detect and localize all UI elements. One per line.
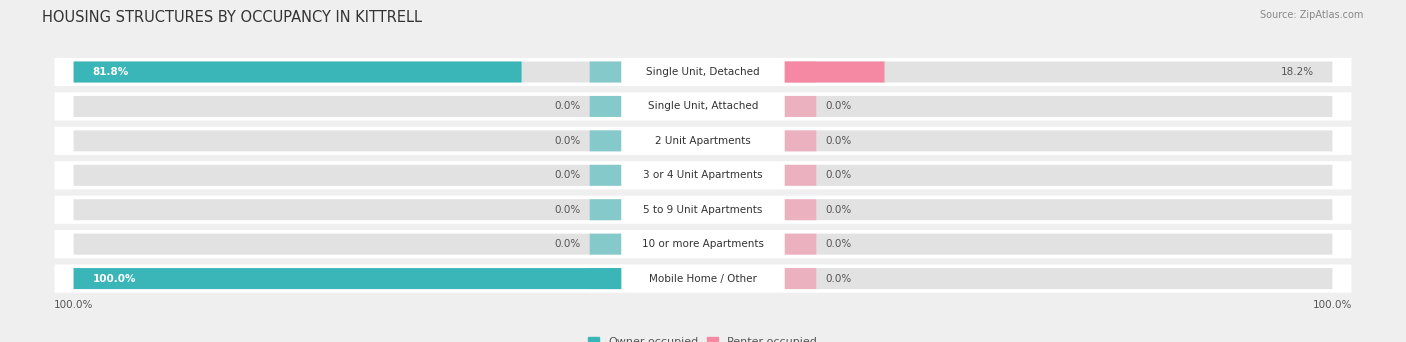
FancyBboxPatch shape <box>785 199 1333 220</box>
Text: 0.0%: 0.0% <box>825 170 852 180</box>
FancyBboxPatch shape <box>589 268 621 289</box>
Text: 10 or more Apartments: 10 or more Apartments <box>643 239 763 249</box>
Text: 100.0%: 100.0% <box>1313 300 1353 310</box>
FancyBboxPatch shape <box>785 234 817 255</box>
FancyBboxPatch shape <box>589 130 621 152</box>
FancyBboxPatch shape <box>785 62 817 82</box>
Text: 81.8%: 81.8% <box>93 67 129 77</box>
FancyBboxPatch shape <box>73 234 621 255</box>
Text: 0.0%: 0.0% <box>825 205 852 215</box>
Text: Single Unit, Detached: Single Unit, Detached <box>647 67 759 77</box>
Text: 0.0%: 0.0% <box>554 136 581 146</box>
Text: 100.0%: 100.0% <box>93 274 136 284</box>
Text: 3 or 4 Unit Apartments: 3 or 4 Unit Apartments <box>643 170 763 180</box>
FancyBboxPatch shape <box>55 230 1351 258</box>
Text: 5 to 9 Unit Apartments: 5 to 9 Unit Apartments <box>644 205 762 215</box>
FancyBboxPatch shape <box>785 96 1333 117</box>
Text: HOUSING STRUCTURES BY OCCUPANCY IN KITTRELL: HOUSING STRUCTURES BY OCCUPANCY IN KITTR… <box>42 10 422 25</box>
FancyBboxPatch shape <box>785 96 817 117</box>
FancyBboxPatch shape <box>55 58 1351 86</box>
FancyBboxPatch shape <box>73 96 621 117</box>
FancyBboxPatch shape <box>73 130 621 152</box>
Text: Single Unit, Attached: Single Unit, Attached <box>648 102 758 111</box>
FancyBboxPatch shape <box>73 165 621 186</box>
FancyBboxPatch shape <box>785 199 817 220</box>
FancyBboxPatch shape <box>55 92 1351 120</box>
Text: 0.0%: 0.0% <box>554 170 581 180</box>
Legend: Owner-occupied, Renter-occupied: Owner-occupied, Renter-occupied <box>588 337 818 342</box>
FancyBboxPatch shape <box>589 234 621 255</box>
FancyBboxPatch shape <box>73 199 621 220</box>
Text: Mobile Home / Other: Mobile Home / Other <box>650 274 756 284</box>
FancyBboxPatch shape <box>785 234 1333 255</box>
FancyBboxPatch shape <box>785 130 817 152</box>
FancyBboxPatch shape <box>73 62 621 82</box>
FancyBboxPatch shape <box>55 161 1351 189</box>
FancyBboxPatch shape <box>785 165 817 186</box>
FancyBboxPatch shape <box>589 165 621 186</box>
Text: 2 Unit Apartments: 2 Unit Apartments <box>655 136 751 146</box>
FancyBboxPatch shape <box>589 199 621 220</box>
FancyBboxPatch shape <box>73 268 621 289</box>
Text: 0.0%: 0.0% <box>554 205 581 215</box>
FancyBboxPatch shape <box>785 268 817 289</box>
Text: 0.0%: 0.0% <box>825 102 852 111</box>
Text: 18.2%: 18.2% <box>1281 67 1313 77</box>
FancyBboxPatch shape <box>785 62 884 82</box>
Text: Source: ZipAtlas.com: Source: ZipAtlas.com <box>1260 10 1364 20</box>
FancyBboxPatch shape <box>55 127 1351 155</box>
FancyBboxPatch shape <box>55 264 1351 293</box>
FancyBboxPatch shape <box>589 62 621 82</box>
FancyBboxPatch shape <box>589 96 621 117</box>
FancyBboxPatch shape <box>785 62 1333 82</box>
FancyBboxPatch shape <box>73 62 522 82</box>
FancyBboxPatch shape <box>73 268 621 289</box>
FancyBboxPatch shape <box>55 196 1351 224</box>
Text: 100.0%: 100.0% <box>53 300 93 310</box>
Text: 0.0%: 0.0% <box>825 136 852 146</box>
FancyBboxPatch shape <box>785 268 1333 289</box>
FancyBboxPatch shape <box>785 165 1333 186</box>
Text: 0.0%: 0.0% <box>554 102 581 111</box>
Text: 0.0%: 0.0% <box>825 239 852 249</box>
Text: 0.0%: 0.0% <box>825 274 852 284</box>
FancyBboxPatch shape <box>785 130 1333 152</box>
Text: 0.0%: 0.0% <box>554 239 581 249</box>
